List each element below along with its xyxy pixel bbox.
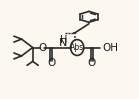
Text: H: H: [59, 35, 67, 45]
Text: OH: OH: [103, 42, 119, 53]
Text: O: O: [88, 58, 96, 68]
Text: N: N: [59, 38, 67, 48]
Text: O: O: [47, 58, 56, 68]
Text: O: O: [38, 42, 47, 53]
Text: Aps: Aps: [70, 43, 84, 52]
